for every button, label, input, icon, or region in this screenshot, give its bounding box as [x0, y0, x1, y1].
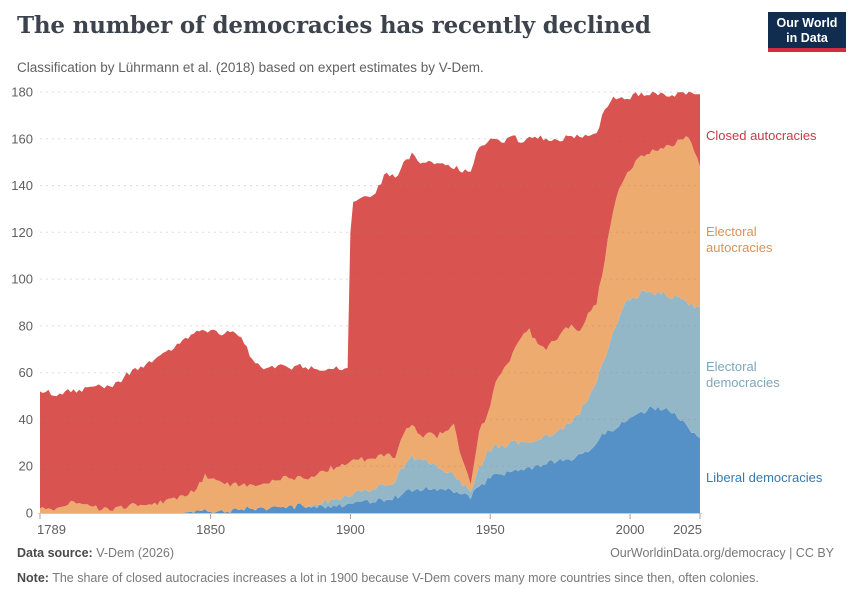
y-tick-label-40: 40 — [19, 412, 33, 427]
legend-label-line: Closed autocracies — [706, 128, 817, 143]
x-tick-label-2025: 2025 — [673, 522, 702, 537]
y-tick-label-120: 120 — [11, 225, 33, 240]
legend-label-line: democracies — [706, 375, 780, 390]
legend-label-closed-autocracies[interactable]: Closed autocracies — [706, 128, 842, 144]
legend-label-liberal-democracies[interactable]: Liberal democracies — [706, 470, 842, 486]
chart-subtitle: Classification by Lührmann et al. (2018)… — [17, 60, 484, 75]
x-tick-label-1950: 1950 — [476, 522, 505, 537]
grid-lines — [40, 91, 700, 467]
area-liberal-democracies[interactable] — [40, 406, 700, 513]
legend-label-line: autocracies — [706, 240, 773, 255]
legend-label-electoral-democracies[interactable]: Electoral democracies — [706, 359, 842, 391]
owid-link[interactable]: OurWorldinData.org/democracy | CC BY — [610, 546, 834, 560]
y-tick-label-180: 180 — [11, 85, 33, 100]
note-value: The share of closed autocracies increase… — [48, 571, 759, 585]
legend-label-line: Electoral — [706, 359, 757, 374]
owid-logo-line2: in Data — [786, 31, 828, 45]
area-electoral-democracies[interactable] — [40, 290, 700, 513]
page-title: The number of democracies has recently d… — [17, 12, 651, 39]
y-tick-label-60: 60 — [19, 365, 33, 380]
owid-logo-stripe — [768, 48, 846, 52]
owid-logo-line1: Our World — [776, 16, 838, 30]
x-tick-label-1850: 1850 — [196, 522, 225, 537]
legend-label-electoral-autocracies[interactable]: Electoral autocracies — [706, 224, 842, 256]
chart-note: Note: The share of closed autocracies in… — [17, 571, 837, 585]
legend-label-line: Electoral — [706, 224, 757, 239]
note-label: Note: — [17, 571, 49, 585]
y-tick-label-80: 80 — [19, 318, 33, 333]
y-tick-label-100: 100 — [11, 272, 33, 287]
area-electoral-autocracies[interactable] — [40, 136, 700, 513]
data-source-label: Data source: — [17, 546, 93, 560]
y-tick-label-20: 20 — [19, 459, 33, 474]
x-axis: 1789 1850 1900 1950 2000 2025 — [37, 513, 702, 537]
data-source-value: V-Dem (2026) — [92, 546, 175, 560]
owid-logo: Our World in Data — [768, 12, 846, 52]
data-source: Data source: V-Dem (2026) — [17, 546, 174, 560]
x-tick-label-2000: 2000 — [616, 522, 645, 537]
plot-areas — [40, 91, 700, 513]
x-tick-label-1900: 1900 — [336, 522, 365, 537]
y-tick-label-140: 140 — [11, 178, 33, 193]
legend-label-line: Liberal democracies — [706, 470, 823, 485]
x-tick-label-1789: 1789 — [37, 522, 66, 537]
y-tick-label-0: 0 — [26, 506, 33, 521]
y-tick-label-160: 160 — [11, 131, 33, 146]
area-closed-autocracies[interactable] — [40, 91, 700, 511]
y-axis: 0 20 40 60 80 100 120 140 160 180 — [11, 85, 33, 521]
